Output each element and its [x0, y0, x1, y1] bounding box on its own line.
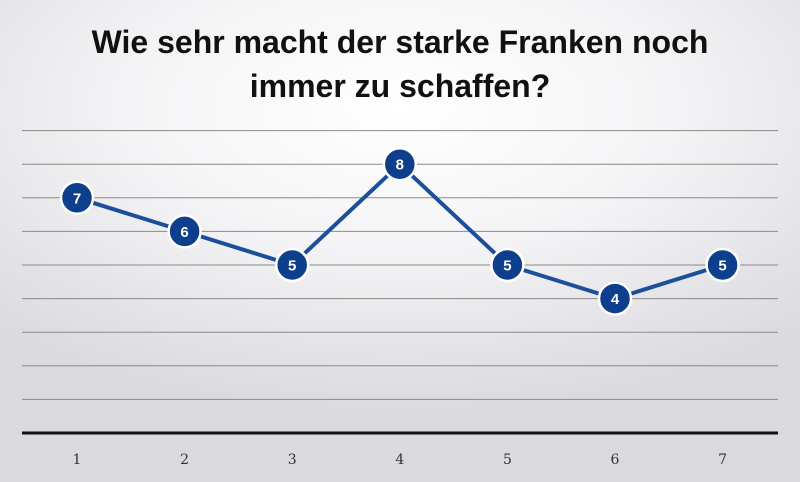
chart-title-line-2: immer zu schaffen? — [249, 68, 551, 104]
data-label: 8 — [396, 157, 404, 174]
x-tick-labels: 1 2 3 4 5 6 7 — [73, 452, 728, 468]
x-tick-label: 7 — [718, 452, 727, 468]
data-point: 6 — [167, 214, 202, 249]
data-points: 7 6 5 8 5 4 5 — [59, 146, 740, 316]
data-marker — [167, 214, 202, 249]
data-marker — [59, 180, 95, 216]
data-point: 4 — [597, 281, 633, 316]
data-point: 5 — [705, 247, 740, 283]
data-label: 5 — [503, 258, 511, 275]
x-tick-label: 1 — [73, 452, 82, 468]
data-point: 7 — [59, 180, 95, 216]
data-label: 6 — [180, 224, 188, 241]
data-label: 7 — [73, 190, 81, 207]
data-point: 5 — [490, 247, 525, 283]
x-tick-label: 2 — [180, 452, 189, 468]
data-point: 5 — [274, 247, 310, 283]
data-label: 4 — [611, 291, 620, 308]
data-marker — [490, 247, 525, 283]
x-tick-label: 6 — [611, 452, 620, 468]
x-tick-label: 3 — [288, 452, 297, 468]
data-point: 8 — [382, 146, 418, 182]
data-label: 5 — [718, 258, 726, 275]
chart-title: Wie sehr macht der starke Franken noch i… — [0, 20, 800, 108]
data-marker — [274, 247, 310, 283]
x-tick-label: 4 — [395, 452, 404, 468]
data-marker — [705, 247, 740, 283]
chart-title-line-1: Wie sehr macht der starke Franken noch — [91, 24, 709, 60]
data-label: 5 — [288, 258, 296, 275]
data-marker — [597, 281, 633, 316]
data-marker — [382, 146, 418, 182]
x-tick-label: 5 — [503, 452, 512, 468]
